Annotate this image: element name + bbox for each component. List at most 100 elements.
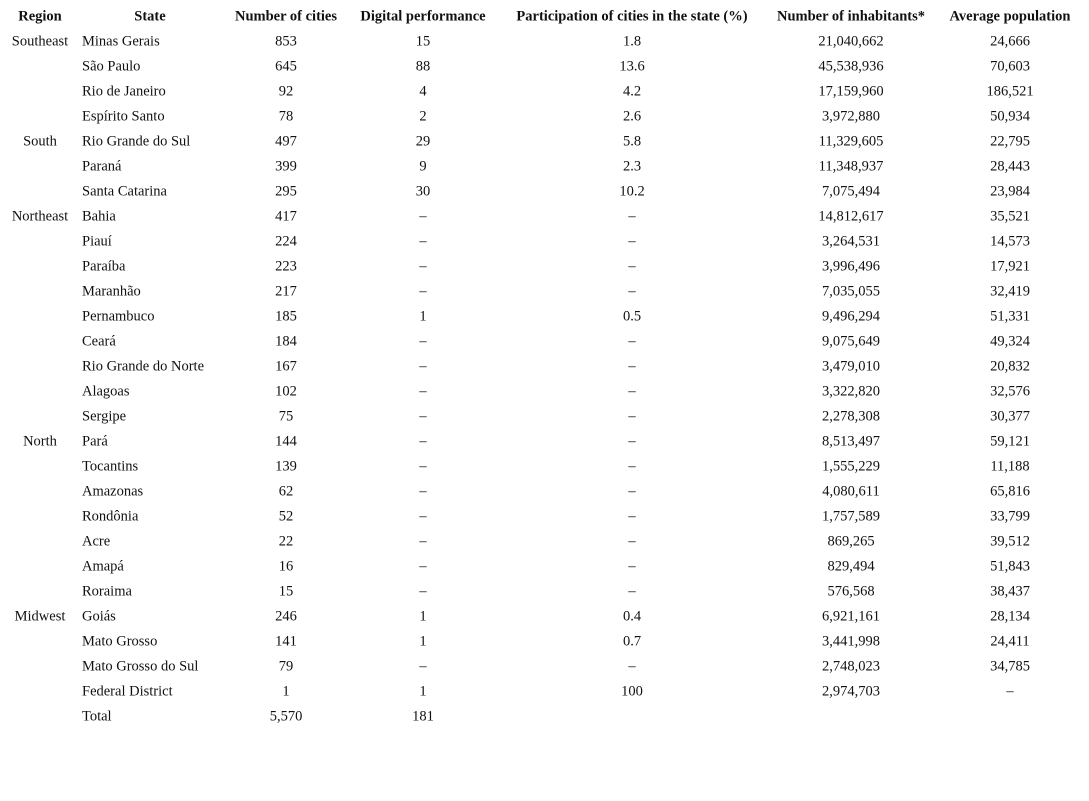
table-cell: 141 xyxy=(275,633,297,649)
table-cell: 1 xyxy=(419,683,426,699)
table-cell: Sergipe xyxy=(82,408,126,424)
table-cell: Piauí xyxy=(82,233,112,249)
table-cell: 217 xyxy=(275,283,297,299)
table-cell: – xyxy=(418,483,427,499)
table-cell: – xyxy=(418,258,427,274)
table-cell: – xyxy=(627,233,636,249)
table-cell: Goiás xyxy=(82,608,116,624)
table-cell: 30,377 xyxy=(990,408,1030,424)
table-cell: 3,479,010 xyxy=(822,358,880,374)
table-cell: 3,441,998 xyxy=(822,633,880,649)
table-cell: 1,757,589 xyxy=(822,508,880,524)
table-cell: – xyxy=(627,483,636,499)
table-cell: 51,331 xyxy=(990,308,1030,324)
table-cell: 29 xyxy=(416,133,431,149)
table-cell: Rondônia xyxy=(82,508,139,524)
table-cell: – xyxy=(627,583,636,599)
table-cell: 17,921 xyxy=(990,258,1030,274)
table-cell: 28,443 xyxy=(990,158,1030,174)
column-header: Average population xyxy=(950,8,1071,24)
table-cell: 79 xyxy=(279,658,294,674)
table-cell: 2.6 xyxy=(623,108,641,124)
table-cell: 3,322,820 xyxy=(822,383,880,399)
table-cell: – xyxy=(627,408,636,424)
table-cell: 22 xyxy=(279,533,294,549)
table-cell: Minas Gerais xyxy=(82,33,160,49)
table-cell: – xyxy=(418,583,427,599)
table-cell: 9,496,294 xyxy=(822,308,881,324)
table-cell: Roraima xyxy=(82,583,132,599)
table-cell: 295 xyxy=(275,183,297,199)
table-cell: – xyxy=(418,458,427,474)
table-cell: Espírito Santo xyxy=(82,108,165,124)
table-cell: 4,080,611 xyxy=(822,483,879,499)
table-cell: 45,538,936 xyxy=(818,58,883,74)
table-cell: 2.3 xyxy=(623,158,641,174)
table-cell: 8,513,497 xyxy=(822,433,880,449)
table-cell: – xyxy=(418,508,427,524)
table-cell: 13.6 xyxy=(619,58,644,74)
table-cell: 14,812,617 xyxy=(818,208,883,224)
table-cell: 24,666 xyxy=(990,33,1030,49)
table-cell: 11,188 xyxy=(990,458,1029,474)
table-cell: 0.5 xyxy=(623,308,641,324)
table-cell: São Paulo xyxy=(82,58,140,74)
table-cell: 10.2 xyxy=(619,183,644,199)
total-cell: 5,570 xyxy=(270,708,303,724)
table-cell: 92 xyxy=(279,83,294,99)
table-cell: Mato Grosso do Sul xyxy=(82,658,198,674)
table-cell: Rio Grande do Sul xyxy=(82,133,190,149)
table-cell: 34,785 xyxy=(990,658,1030,674)
table-cell: 139 xyxy=(275,458,297,474)
table-cell: 32,576 xyxy=(990,383,1030,399)
table-cell: 39,512 xyxy=(990,533,1030,549)
table-cell: 223 xyxy=(275,258,297,274)
table-cell: 52 xyxy=(279,508,294,524)
table-cell: 1 xyxy=(419,608,426,624)
table-cell: – xyxy=(418,383,427,399)
table-cell: 30 xyxy=(416,183,431,199)
region-cell: Midwest xyxy=(15,608,66,624)
table-cell: 15 xyxy=(416,33,431,49)
table-cell: Paraíba xyxy=(82,258,126,274)
column-header: Digital performance xyxy=(360,8,486,24)
table-cell: 11,348,937 xyxy=(819,158,884,174)
table-cell: 20,832 xyxy=(990,358,1030,374)
table-cell: 645 xyxy=(275,58,297,74)
table-cell: 62 xyxy=(279,483,294,499)
table-cell: Bahia xyxy=(82,208,116,224)
table-cell: 35,521 xyxy=(990,208,1030,224)
table-cell: 497 xyxy=(275,133,297,149)
region-cell: North xyxy=(23,433,58,449)
table-cell: – xyxy=(627,358,636,374)
region-cell: Southeast xyxy=(12,33,68,49)
table-cell: – xyxy=(627,458,636,474)
table-cell: – xyxy=(627,508,636,524)
table-cell: 1 xyxy=(282,683,289,699)
table-cell: – xyxy=(627,283,636,299)
column-header: Number of inhabitants* xyxy=(777,8,925,24)
table-cell: 576,568 xyxy=(827,583,874,599)
table-cell: 417 xyxy=(275,208,297,224)
region-cell: Northeast xyxy=(12,208,68,224)
table-cell: 3,996,496 xyxy=(822,258,880,274)
table-cell: 7,035,055 xyxy=(822,283,880,299)
table-cell: – xyxy=(418,658,427,674)
table-cell: 144 xyxy=(275,433,298,449)
table-cell: – xyxy=(418,558,427,574)
table-cell: 51,843 xyxy=(990,558,1030,574)
table-cell: 853 xyxy=(275,33,297,49)
table-cell: 5.8 xyxy=(623,133,641,149)
table-cell: Amazonas xyxy=(82,483,144,499)
table-cell: 21,040,662 xyxy=(818,33,883,49)
table-cell: Pernambuco xyxy=(82,308,154,324)
table-cell: 102 xyxy=(275,383,297,399)
table-cell: 869,265 xyxy=(827,533,874,549)
table-cell: 1,555,229 xyxy=(822,458,880,474)
table-cell: 88 xyxy=(416,58,431,74)
table-cell: 399 xyxy=(275,158,297,174)
table-cell: 14,573 xyxy=(990,233,1030,249)
table-cell: 1 xyxy=(419,633,426,649)
table-cell: 2,974,703 xyxy=(822,683,880,699)
